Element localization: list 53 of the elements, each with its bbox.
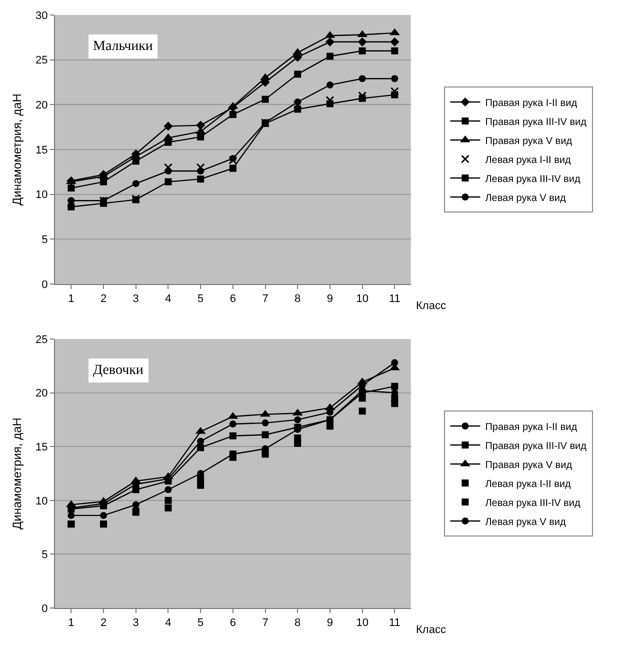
- x-axis-title: Класс: [416, 300, 446, 312]
- text: Девочки: [93, 363, 144, 378]
- x-tick-label: 5: [198, 617, 204, 630]
- x-tick-label: 9: [326, 617, 334, 630]
- legend-label: Правая рука I-II вид: [485, 422, 578, 433]
- legend-label: Правая рука III-IV вид: [485, 440, 587, 452]
- x-tick-label: 6: [230, 617, 236, 630]
- y-axis-title: Динамометрия, даН: [10, 94, 24, 206]
- legend-label: Правая рука III-IV вид: [485, 116, 587, 128]
- x-tick-label: 2: [100, 293, 107, 306]
- legend-label: Левая рука III-IV вид: [485, 174, 580, 185]
- legend-label: Левая рука V вид: [485, 192, 566, 204]
- y-tick-label: 0: [42, 278, 48, 291]
- y-tick-label: 30: [36, 10, 48, 22]
- x-tick-label: 7: [262, 293, 268, 306]
- legend-label: Правая рука V вид: [485, 136, 572, 147]
- y-tick-label: 25: [36, 54, 48, 67]
- x-tick-label: 8: [294, 293, 301, 306]
- x-tick-label: 6: [230, 293, 236, 306]
- y-tick-label: 10: [36, 189, 48, 202]
- y-tick-label: 0: [42, 602, 48, 615]
- y-tick-label: 20: [36, 100, 48, 112]
- x-tick-label: 5: [198, 293, 204, 306]
- x-tick-label: 7: [262, 617, 268, 630]
- x-tick-label: 10: [356, 617, 368, 630]
- x-tick-label: 8: [294, 617, 301, 630]
- y-tick-label: 10: [36, 495, 48, 508]
- x-tick-label: 4: [165, 293, 172, 306]
- y-tick-label: 20: [36, 388, 48, 400]
- y-tick-label: 15: [36, 144, 48, 156]
- y-tick-label: 25: [36, 334, 48, 346]
- x-tick-label: 9: [326, 293, 334, 306]
- y-tick-label: 15: [36, 441, 48, 454]
- legend-label: Левая рука I-II вид: [485, 478, 572, 490]
- x-tick-label: 10: [356, 293, 368, 306]
- x-tick-label: 11: [388, 293, 400, 306]
- x-tick-label: 11: [388, 617, 400, 630]
- x-axis-title: Класс: [416, 624, 446, 636]
- legend-label: Правая рука V вид: [485, 460, 572, 471]
- x-tick-label: 1: [68, 617, 74, 630]
- legend-label: Левая рука III-IV вид: [485, 498, 580, 509]
- x-tick-label: 4: [165, 617, 172, 630]
- y-tick-label: 5: [42, 234, 48, 246]
- legend-label: Левая рука I-II вид: [485, 154, 572, 166]
- y-tick-label: 5: [42, 549, 48, 562]
- x-tick-label: 3: [132, 617, 139, 630]
- x-tick-label: 3: [132, 293, 139, 306]
- legend-label: Левая рука V вид: [485, 516, 566, 528]
- legend-label: Правая рука I-II вид: [485, 98, 578, 109]
- y-axis-title: Динамометрия, даН: [10, 418, 24, 530]
- x-tick-label: 2: [100, 617, 107, 630]
- text: Мальчики: [93, 39, 154, 54]
- x-tick-label: 1: [68, 293, 74, 306]
